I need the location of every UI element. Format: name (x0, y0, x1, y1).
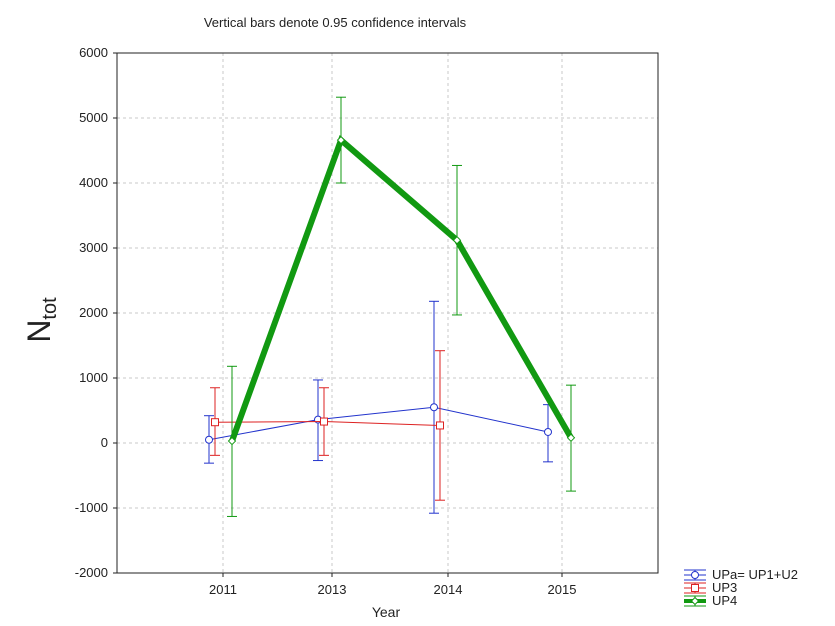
chart-subtitle: Vertical bars denote 0.95 confidence int… (204, 15, 467, 30)
grid (117, 53, 658, 573)
data-point (227, 436, 237, 446)
data-point (544, 427, 552, 436)
series-line (229, 134, 574, 443)
x-axis-title: Year (372, 604, 401, 620)
y-axis: -2000 -1000 0 1000 2000 3000 4000 5000 6000 (75, 45, 117, 580)
legend-label: UP3 (712, 580, 737, 595)
y-tick-label: 4000 (79, 175, 108, 190)
series-3 (227, 96, 576, 517)
y-tick-label: 1000 (79, 370, 108, 385)
data-point (566, 433, 576, 443)
x-tick-label: 2015 (548, 582, 577, 597)
series-2 (210, 350, 445, 501)
series-group (204, 96, 576, 517)
legend-item: UPa= UP1+U2 (684, 567, 798, 582)
data-point (452, 235, 462, 245)
legend-marker (691, 571, 699, 579)
legend-label: UP4 (712, 593, 737, 608)
legend-item: UP4 (684, 593, 737, 608)
y-tick-label: 5000 (79, 110, 108, 125)
y-tick-label: 0 (101, 435, 108, 450)
x-axis: 2011 2013 2014 2015 (209, 573, 576, 597)
y-axis-title-main: N (21, 320, 57, 343)
y-tick-label: -1000 (75, 500, 108, 515)
data-point (211, 418, 219, 427)
data-point (336, 135, 346, 145)
x-tick-label: 2014 (434, 582, 463, 597)
y-axis-title: Ntot (21, 297, 61, 343)
series-line (208, 406, 549, 441)
y-tick-label: 2000 (79, 305, 108, 320)
y-tick-label: -2000 (75, 565, 108, 580)
y-tick-label: 3000 (79, 240, 108, 255)
data-point (430, 403, 438, 412)
series-1 (204, 300, 553, 514)
data-point (436, 421, 444, 430)
y-tick-label: 6000 (79, 45, 108, 60)
legend-label: UPa= UP1+U2 (712, 567, 798, 582)
x-tick-label: 2011 (209, 582, 237, 597)
data-point (320, 417, 328, 426)
legend-marker (690, 596, 700, 606)
legend-item: UP3 (684, 580, 737, 595)
x-tick-label: 2013 (318, 582, 347, 597)
y-axis-title-subscript: tot (39, 297, 61, 320)
data-point (205, 435, 213, 444)
legend-marker (691, 584, 699, 592)
